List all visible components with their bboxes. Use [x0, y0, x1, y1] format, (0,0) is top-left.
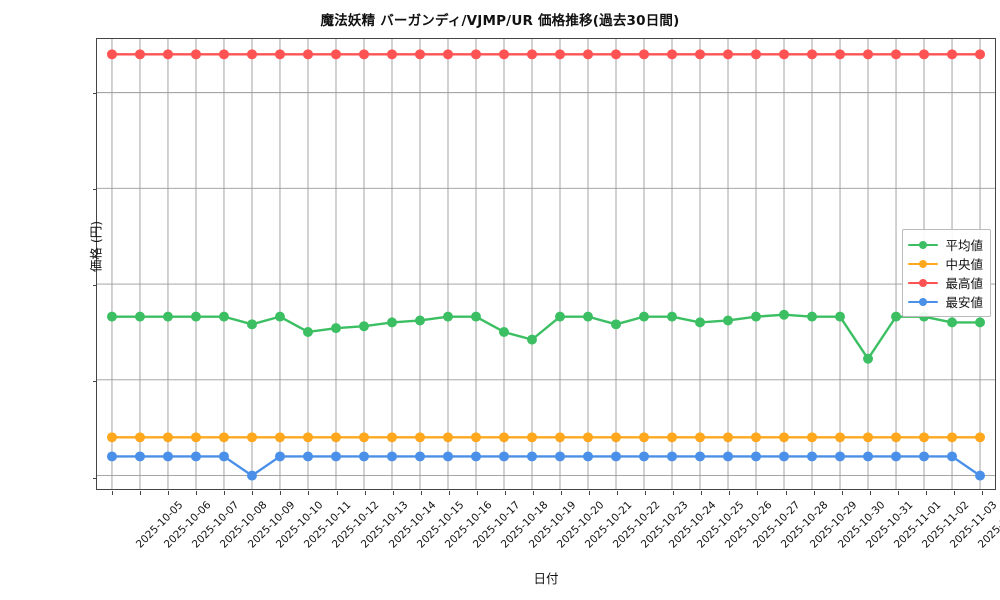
x-tick-mark: [785, 491, 787, 495]
x-tick-mark: [336, 491, 338, 495]
x-tick-mark: [308, 491, 310, 495]
y-tick-mark: [93, 189, 97, 191]
y-tick-mark: [93, 381, 97, 383]
x-tick-mark: [252, 491, 254, 495]
grid-lines: [97, 39, 995, 489]
x-axis-label: 日付: [533, 571, 559, 586]
legend-marker-icon: [908, 239, 939, 251]
x-tick-mark: [925, 491, 927, 495]
legend-label: 最安値: [945, 295, 983, 310]
x-tick-mark: [982, 491, 983, 495]
x-tick-mark: [617, 491, 619, 495]
legend-item[interactable]: 中央値: [908, 254, 983, 273]
legend-label: 平均値: [945, 238, 983, 253]
x-tick-mark: [757, 491, 759, 495]
legend-item[interactable]: 最高値: [908, 273, 983, 292]
x-tick-mark: [392, 491, 394, 495]
legend-label: 最高値: [945, 276, 983, 291]
x-tick-mark: [532, 491, 534, 495]
x-tick-mark: [420, 491, 422, 495]
y-tick-mark: [93, 285, 97, 287]
y-tick-mark: [93, 477, 97, 479]
x-tick-mark: [645, 491, 647, 495]
x-tick-mark: [561, 491, 563, 495]
x-tick-mark: [504, 491, 506, 495]
x-tick-mark: [869, 491, 871, 495]
x-tick-mark: [897, 491, 899, 495]
legend-marker-icon: [908, 277, 939, 289]
x-tick-mark: [448, 491, 450, 495]
chart-title: 魔法妖精 バーガンディ/VJMP/UR 価格推移(過去30日間): [320, 13, 680, 29]
chart-legend: 平均値中央値最高値最安値: [902, 229, 991, 317]
x-tick-mark: [112, 491, 113, 495]
x-tick-mark: [140, 491, 142, 495]
x-tick-mark: [589, 491, 591, 495]
x-tick-mark: [364, 491, 366, 495]
x-tick-mark: [224, 491, 226, 495]
x-tick-mark: [476, 491, 478, 495]
series-lines: [106, 49, 986, 481]
x-tick-mark: [729, 491, 731, 495]
x-tick-mark: [168, 491, 170, 495]
legend-item[interactable]: 平均値: [908, 235, 983, 254]
legend-marker-icon: [908, 258, 939, 270]
x-tick-mark: [813, 491, 815, 495]
plot-area: 価格 (円) 200250300350400 2025-10-052025-10…: [89, 38, 1000, 551]
x-tick-mark: [196, 491, 198, 495]
y-tick-mark: [93, 92, 97, 94]
legend-item[interactable]: 最安値: [908, 292, 983, 311]
legend-marker-icon: [908, 296, 939, 308]
x-tick-mark: [953, 491, 955, 495]
x-tick-mark: [280, 491, 282, 495]
x-tick-mark: [673, 491, 675, 495]
x-tick-mark: [701, 491, 703, 495]
legend-label: 中央値: [945, 257, 983, 272]
y-axis-label: 価格 (円): [88, 220, 104, 273]
x-tick-mark: [841, 491, 843, 495]
